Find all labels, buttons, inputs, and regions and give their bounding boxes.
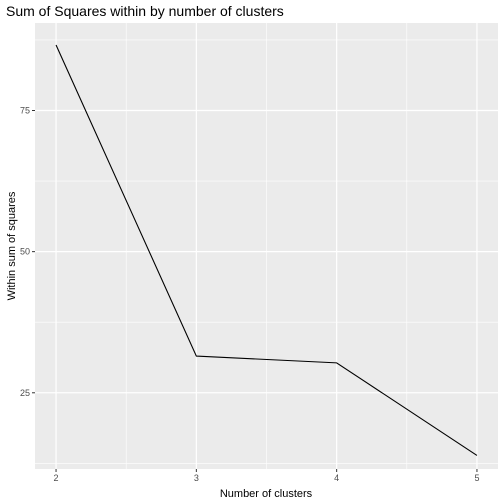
y-axis: 25 50 75 <box>20 106 35 398</box>
x-tick-label: 4 <box>334 473 339 483</box>
y-tick-label: 75 <box>20 106 30 116</box>
series-layer <box>55 44 478 456</box>
x-axis-title: Number of clusters <box>220 488 313 500</box>
y-tick-label: 25 <box>20 388 30 398</box>
grid-major <box>35 23 498 469</box>
x-tick-label: 5 <box>474 473 479 483</box>
x-tick-label: 3 <box>194 473 199 483</box>
series-line-0 <box>55 44 478 456</box>
y-axis-title: Within sum of squares <box>6 191 18 300</box>
chart-title: Sum of Squares within by number of clust… <box>6 3 284 19</box>
x-tick-label: 2 <box>54 473 59 483</box>
y-tick-label: 50 <box>20 247 30 257</box>
x-axis: 2 3 4 5 <box>54 469 479 483</box>
grid-minor <box>35 23 498 469</box>
